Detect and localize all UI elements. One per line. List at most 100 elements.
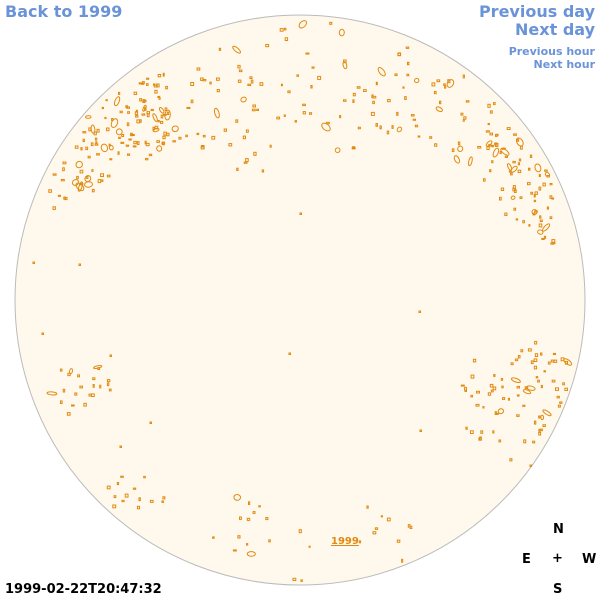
region-dot [101,179,104,182]
region-dot [247,83,252,86]
region-dot [317,75,322,80]
region-dot [135,109,138,113]
region-dot [109,158,113,161]
region-contour [298,20,308,29]
region-dot [522,220,525,224]
region-contour [534,163,542,173]
next-hour-link[interactable]: Next hour [533,58,596,71]
region-dot [99,384,102,389]
region-dot [165,85,168,90]
region-contour [446,79,455,88]
region-contour [500,147,510,156]
region-dot [546,206,549,210]
region-dot [310,85,313,89]
region-dot [77,374,80,378]
region-dot [352,92,356,97]
region-dot [547,361,551,365]
region-dot [287,90,291,94]
region-dot [202,134,206,138]
region-dot [357,126,361,130]
region-dot [106,379,111,383]
region-dot [387,99,391,103]
region-dot [104,116,107,120]
region-contour [84,181,93,188]
region-contour [246,551,256,557]
region-dot [157,120,160,123]
region-dot [492,386,497,391]
region-dot [145,157,149,161]
region-dot [105,99,108,102]
region-contour [506,163,513,171]
region-dot [120,475,124,478]
region-dot [133,91,138,95]
region-dot [396,111,399,116]
region-dot [246,517,251,521]
region-dot [32,261,35,264]
region-dot [178,136,182,140]
region-dot [533,194,536,198]
previous-day-link[interactable]: Previous day [478,2,595,21]
region-dot [308,545,311,548]
region-dot [472,358,477,363]
region-dot [121,134,125,138]
region-contour [453,155,461,164]
region-dot [407,61,410,66]
region-dot [543,370,546,373]
region-dot [296,74,299,77]
next-day-link[interactable]: Next day [515,20,595,39]
region-dot [457,141,461,146]
region-dot [239,516,242,520]
region-dot [269,144,272,148]
region-contour [100,143,109,153]
region-dot [528,224,531,227]
region-dot [444,85,447,89]
region-dot [150,108,154,112]
region-dot [544,169,548,172]
back-to-year-link[interactable]: Back to 1999 [5,2,123,21]
region-dot [59,368,63,372]
region-dot [460,384,465,387]
region-dot [417,135,421,138]
region-dot [490,389,494,393]
region-dot [510,362,514,366]
region-dot [71,404,75,407]
region-dot [513,207,517,211]
region-dot [538,432,542,436]
region-dot [542,424,546,428]
region-dot [163,131,167,136]
region-dot [157,95,161,98]
region-dot [94,137,98,141]
region-dot [92,384,95,388]
region-dot [410,114,415,117]
region-dot [209,81,212,85]
region-dot [488,144,492,147]
region-dot [516,138,520,142]
region-dot [97,367,101,371]
region-dot [498,439,502,443]
region-contour [213,107,220,119]
region-dot [100,173,104,178]
region-dot [540,428,543,432]
region-dot [418,310,421,313]
region-dot [451,148,455,153]
region-dot [185,134,188,138]
region-dot [121,499,125,503]
region-dot [149,421,152,424]
region-dot [235,119,239,123]
region-dot [533,199,537,203]
region-dot [126,106,131,109]
region-dot [516,414,520,417]
region-dot [404,96,407,100]
region-dot [463,116,467,120]
year-link[interactable]: 1999 [331,536,359,547]
region-dot [483,178,486,182]
region-dot [162,72,165,77]
region-dot [485,130,490,133]
region-dot [261,169,265,173]
compass-center: + [552,551,563,566]
region-dot [108,388,112,392]
region-dot [141,81,145,84]
region-dot [106,174,111,178]
previous-hour-link[interactable]: Previous hour [508,45,595,58]
region-dot [136,141,140,146]
